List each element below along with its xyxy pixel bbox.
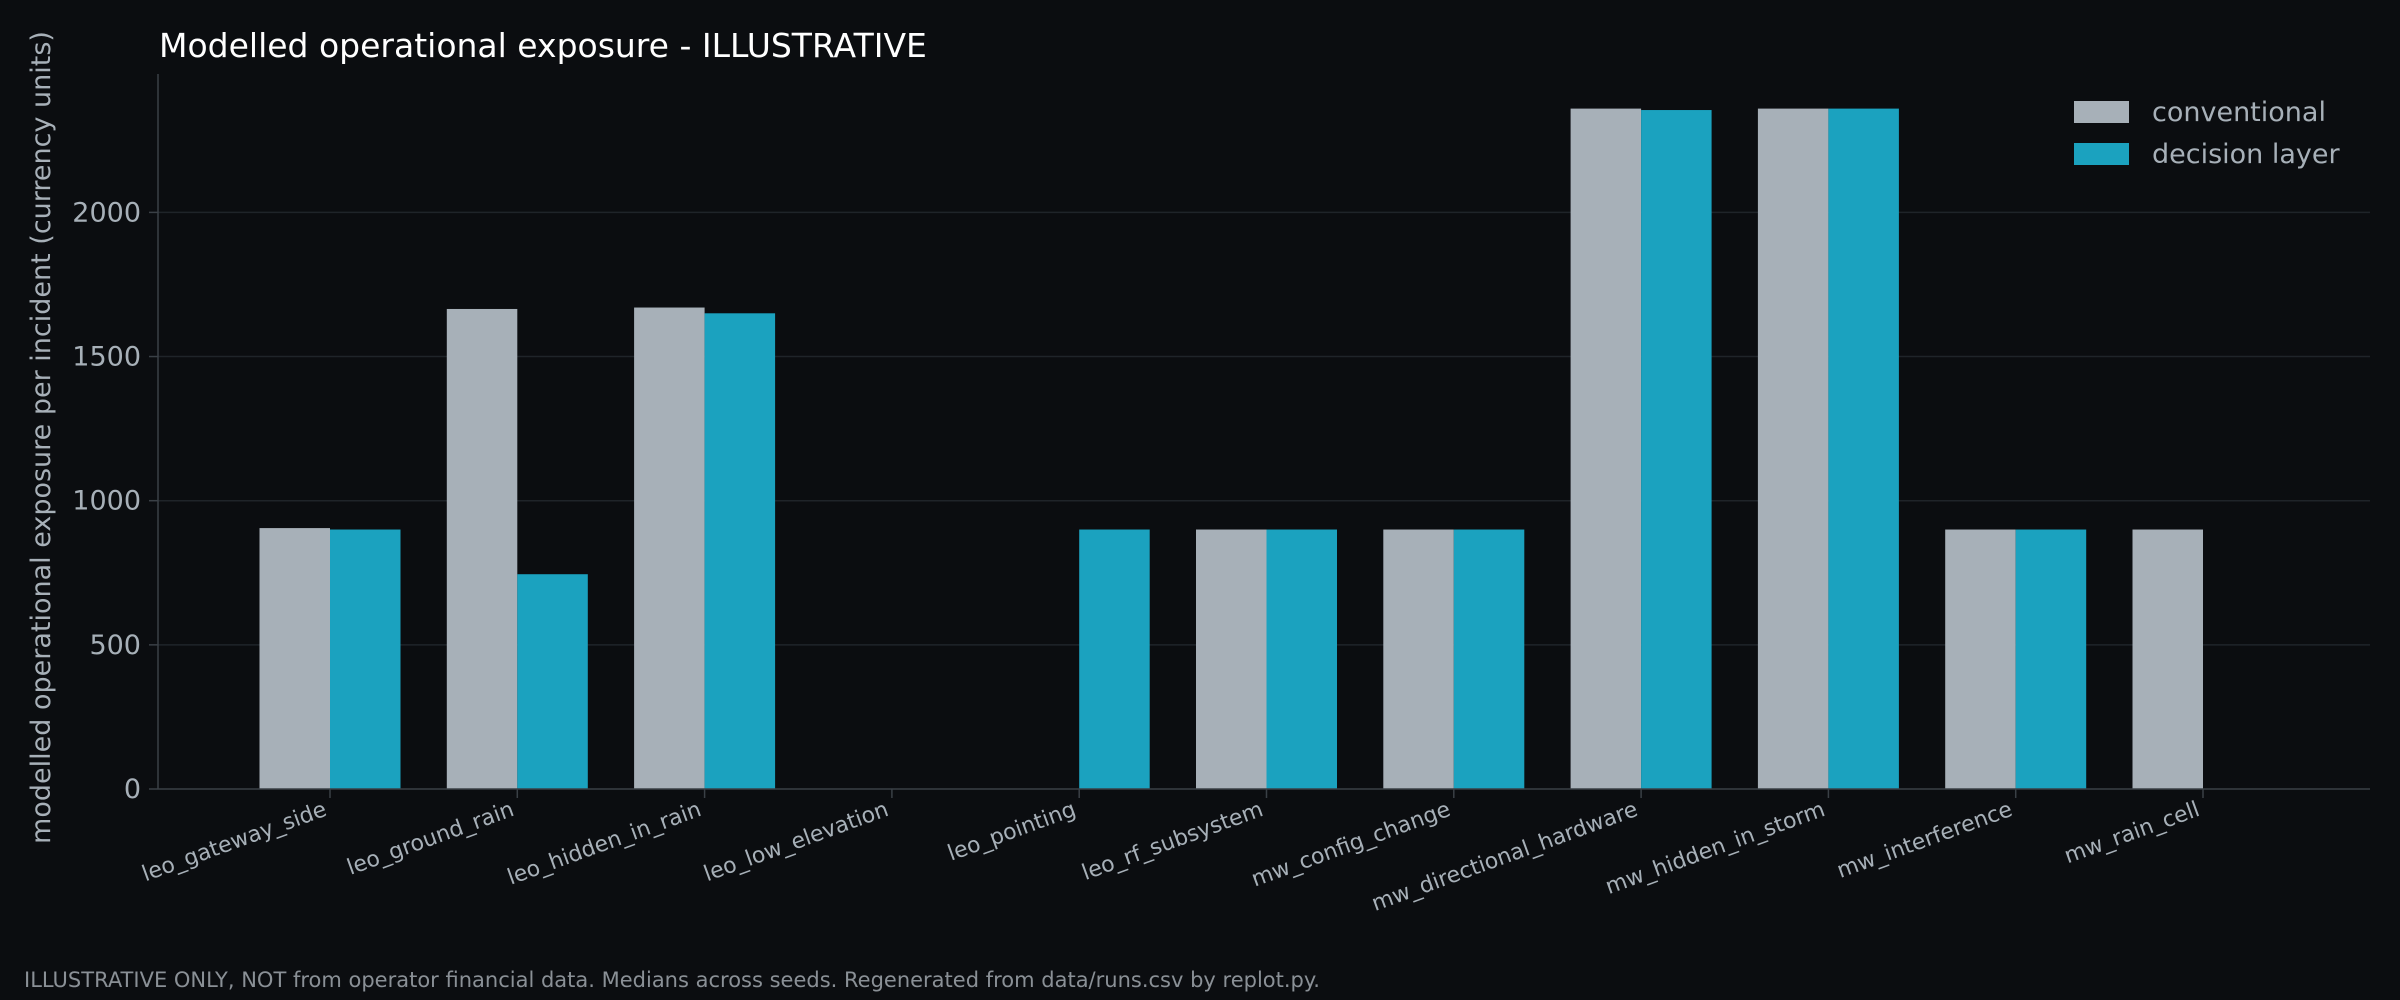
x-tick-label: leo_rf_subsystem: [1079, 797, 1267, 886]
bar-decision-layer-mw_config_change: [1453, 529, 1525, 789]
bar-decision-layer-mw_hidden_in_storm: [1828, 108, 1899, 789]
bar-conventional-mw_rain_cell: [2132, 529, 2203, 789]
x-tick-label: mw_rain_cell: [2061, 797, 2203, 869]
axes: [157, 74, 2370, 790]
bar-conventional-mw_directional_hardware: [1570, 108, 1642, 789]
bar-conventional-leo_gateway_side: [259, 528, 330, 789]
x-tick-label: leo_pointing: [945, 797, 1080, 866]
legend-label: decision layer: [2152, 139, 2341, 170]
legend-label: conventional: [2152, 97, 2326, 128]
y-tick-label: 500: [89, 630, 141, 661]
legend-swatch: [2074, 143, 2129, 165]
y-tick-label: 1000: [72, 486, 141, 517]
y-tick-label: 1500: [72, 342, 141, 373]
bar-decision-layer-leo_ground_rain: [517, 574, 588, 789]
bar-conventional-leo_hidden_in_rain: [634, 307, 705, 789]
x-tick-label: mw_interference: [1834, 797, 2016, 884]
bar-conventional-leo_rf_subsystem: [1196, 529, 1267, 789]
y-tick-label: 0: [124, 774, 141, 805]
bars: [259, 108, 2203, 789]
legend: conventional decision layer: [2074, 97, 2341, 170]
bar-conventional-leo_ground_rain: [446, 308, 518, 789]
bar-decision-layer-leo_gateway_side: [330, 529, 401, 789]
chart-title: Modelled operational exposure - ILLUSTRA…: [159, 26, 927, 65]
bar-conventional-mw_config_change: [1383, 529, 1454, 789]
legend-swatch: [2074, 101, 2129, 123]
bar-decision-layer-mw_directional_hardware: [1641, 110, 1712, 789]
y-axis-label: modelled operational exposure per incide…: [26, 31, 57, 844]
bar-conventional-mw_hidden_in_storm: [1757, 108, 1829, 789]
bar-conventional-mw_interference: [1945, 529, 2016, 789]
bar-decision-layer-leo_pointing: [1079, 529, 1150, 789]
y-tick-label: 2000: [72, 197, 141, 228]
y-ticks: 0 500 1000 1500 2000: [72, 197, 158, 805]
bar-decision-layer-leo_rf_subsystem: [1266, 529, 1337, 789]
bar-decision-layer-mw_interference: [2015, 529, 2087, 789]
x-tick-label: leo_low_elevation: [701, 797, 892, 887]
bar-decision-layer-leo_hidden_in_rain: [704, 313, 776, 789]
x-tick-label: leo_ground_rain: [344, 797, 517, 881]
x-tick-label: leo_hidden_in_rain: [504, 797, 704, 890]
x-tick-label: leo_gateway_side: [139, 797, 330, 887]
footnote: ILLUSTRATIVE ONLY, NOT from operator fin…: [24, 968, 1320, 992]
x-ticks: leo_gateway_side leo_ground_rainleo_hidde…: [139, 789, 2204, 917]
